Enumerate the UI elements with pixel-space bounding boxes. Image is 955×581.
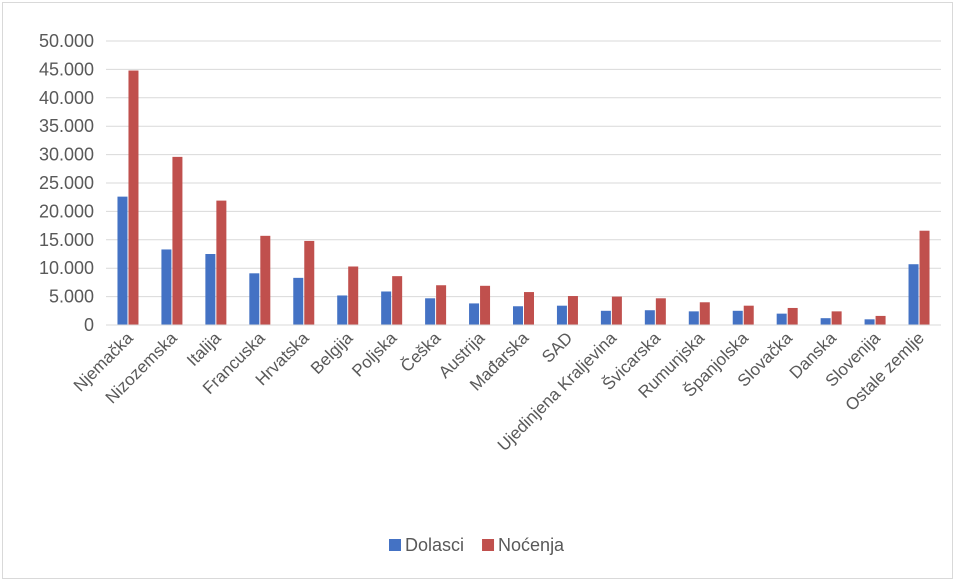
- y-tick-label: 20.000: [39, 201, 94, 221]
- bar-nocenja: [699, 302, 710, 325]
- bar-nocenja: [743, 305, 754, 325]
- bar-nocenja: [919, 230, 930, 325]
- bar-dolasci: [600, 310, 611, 325]
- legend: Dolasci Noćenja: [389, 535, 565, 555]
- bar-nocenja: [875, 315, 886, 325]
- y-tick-label: 0: [84, 315, 94, 335]
- bar-dolasci: [249, 273, 260, 325]
- bar-nocenja: [436, 285, 447, 325]
- bar-dolasci: [732, 310, 743, 325]
- y-tick-label: 15.000: [39, 230, 94, 250]
- y-tick-label: 50.000: [39, 31, 94, 51]
- bar-nocenja: [348, 266, 359, 325]
- bar-nocenja: [655, 298, 666, 325]
- bar-dolasci: [820, 318, 831, 325]
- bar-dolasci: [688, 311, 699, 325]
- bar-dolasci: [425, 298, 436, 325]
- bar-nocenja: [567, 296, 578, 325]
- legend-swatch: [482, 539, 495, 551]
- bar-dolasci: [161, 249, 172, 325]
- bar-nocenja: [216, 200, 227, 325]
- y-tick-label: 35.000: [39, 116, 94, 136]
- bar-chart: 0 5.000 10.000 15.000 20.000 25.000 30.000 35.0…: [39, 31, 941, 555]
- bar-nocenja: [304, 240, 315, 325]
- bar-dolasci: [293, 277, 304, 325]
- bar-dolasci: [776, 313, 787, 325]
- bar-nocenja: [128, 70, 139, 325]
- legend-label: Dolasci: [405, 535, 464, 555]
- bar-dolasci: [117, 196, 128, 325]
- bars: [117, 70, 930, 325]
- y-tick-label: 40.000: [39, 88, 94, 108]
- x-category-label: Poljska: [348, 328, 401, 381]
- y-tick-label: 10.000: [39, 258, 94, 278]
- bar-dolasci: [556, 305, 567, 325]
- bar-nocenja: [480, 285, 491, 325]
- bar-dolasci: [644, 310, 655, 325]
- y-tick-label: 25.000: [39, 173, 94, 193]
- legend-swatch: [389, 539, 401, 551]
- x-category-label: Belgija: [307, 328, 357, 378]
- bar-dolasci: [908, 264, 919, 325]
- bar-nocenja: [524, 292, 534, 325]
- y-tick-label: 45.000: [39, 59, 94, 79]
- grid-lines: [106, 40, 941, 298]
- x-category-label: Ostale zemlje: [842, 328, 928, 414]
- x-category-label: SAD: [538, 328, 576, 366]
- bar-dolasci: [337, 295, 348, 325]
- y-axis-tick-labels: 0 5.000 10.000 15.000 20.000 25.000 30.000 35.0…: [39, 31, 94, 335]
- bar-nocenja: [260, 235, 271, 325]
- y-tick-label: 5.000: [49, 287, 94, 307]
- bar-dolasci: [469, 303, 480, 325]
- bar-nocenja: [831, 311, 842, 325]
- bar-nocenja: [172, 156, 183, 325]
- bar-nocenja: [611, 296, 622, 325]
- bar-dolasci: [381, 291, 392, 325]
- legend-label: Noćenja: [498, 535, 565, 555]
- bar-dolasci: [205, 254, 216, 325]
- bar-dolasci: [513, 306, 523, 325]
- bar-nocenja: [787, 307, 798, 325]
- y-tick-label: 30.000: [39, 145, 94, 165]
- bar-nocenja: [392, 276, 403, 325]
- bar-dolasci: [864, 319, 875, 325]
